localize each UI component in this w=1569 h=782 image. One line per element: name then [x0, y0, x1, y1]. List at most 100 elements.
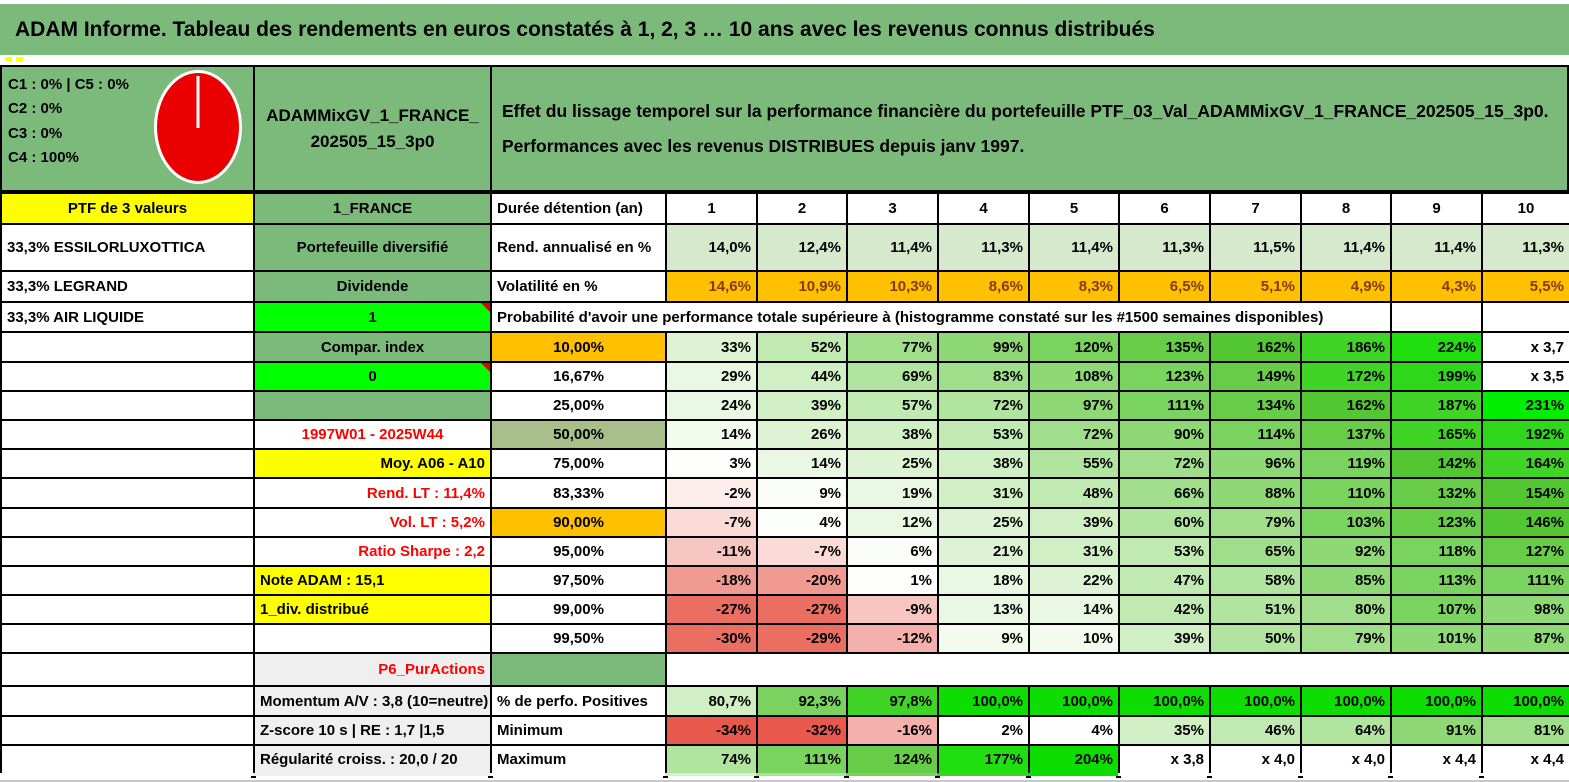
value-cell: 46% [1209, 715, 1302, 746]
value-cell: 119% [1300, 448, 1392, 479]
group-label-cell: 1 [253, 301, 492, 333]
group-label-cell: Note ADAM : 15,1 [253, 565, 492, 596]
table-row: 1_div. distribué 99,00% -27% -27% -9% 13% 14% 4… [0, 594, 1569, 625]
metric-label-cell: % de perfo. Positives [490, 685, 667, 717]
value-cell: 38% [937, 448, 1030, 479]
value-cell: 123% [1118, 361, 1211, 392]
value-cell: 57% [846, 390, 939, 421]
value-cell: 52% [756, 331, 848, 363]
value-cell: 192% [1481, 419, 1569, 450]
value-cell: 80% [1300, 594, 1392, 625]
value-cell: 31% [937, 477, 1030, 509]
value-cell: 8,3% [1028, 270, 1120, 303]
value-cell: 6,5% [1118, 270, 1211, 303]
group-label-cell: 0 [253, 361, 492, 392]
description-line-2: Performances avec les revenus DISTRIBUES… [502, 135, 1025, 156]
group-label-cell: 1_FRANCE [253, 192, 492, 225]
column-break-dash [1026, 776, 1031, 778]
value-cell: 65% [1209, 536, 1302, 567]
group-label-cell: Portefeuille diversifié [253, 223, 492, 272]
value-cell: 50% [1209, 623, 1302, 654]
allocation-line-3: C3 : 0% [8, 124, 63, 142]
allocation-line-2: C2 : 0% [8, 100, 63, 118]
value-cell: 99% [937, 331, 1030, 363]
spacer-cell [665, 652, 1569, 687]
value-cell: 154% [1481, 477, 1569, 509]
value-cell: 55% [1028, 448, 1120, 479]
cut-off-cell-fragment [490, 773, 665, 776]
value-cell: 11,3% [1481, 223, 1569, 272]
row-label-cell [0, 685, 255, 717]
value-cell: 4% [1028, 715, 1120, 746]
value-cell: 38% [846, 419, 939, 450]
group-label-cell: 1_div. distribué [253, 594, 492, 625]
value-cell: -27% [665, 594, 758, 625]
bottom-edge-line [0, 780, 1569, 782]
value-cell: 22% [1028, 565, 1120, 596]
value-cell: 10,3% [846, 270, 939, 303]
metric-label-cell: Rend. annualisé en % [490, 223, 667, 272]
value-cell: 81% [1481, 715, 1569, 746]
value-cell: 53% [937, 419, 1030, 450]
row-label-cell [0, 652, 255, 687]
value-cell: -32% [756, 715, 848, 746]
column-break-dash [1298, 776, 1303, 778]
value-cell: 92% [1300, 536, 1392, 567]
row-label-cell [0, 623, 255, 654]
period-cell: 1997W01 - 2025W44 [253, 419, 492, 450]
value-cell: 137% [1300, 419, 1392, 450]
value-cell: 72% [1118, 448, 1211, 479]
value-cell: 5,5% [1481, 270, 1569, 303]
quantile-cell: 83,33% [490, 477, 667, 509]
table-row: 33,3% AIR LIQUIDE 1 Probabilité d'avoir un… [0, 301, 1569, 333]
pie-slice-divider [196, 76, 200, 128]
value-cell: 124% [846, 744, 939, 775]
value-cell: x 3,5 [1481, 361, 1569, 392]
table-row: PTF de 3 valeurs 1_FRANCE Durée détention … [0, 192, 1569, 225]
value-cell: x 4,4 [1481, 744, 1569, 775]
table-row: Note ADAM : 15,1 97,50% -18% -20% 1% 18% 22% 47… [0, 565, 1569, 596]
value-cell: 3 [846, 192, 939, 225]
report-title-bar: ADAM Informe. Tableau des rendements en … [0, 4, 1569, 55]
value-cell: 64% [1300, 715, 1392, 746]
row-label-cell [0, 536, 255, 567]
value-cell: 149% [1209, 361, 1302, 392]
value-cell: 204% [1028, 744, 1120, 775]
portfolio-id-cell: ADAMMixGV_1_FRANCE_202505_15_3p0 [255, 67, 492, 190]
value-cell: x 4,4 [1390, 744, 1483, 775]
table-row: 33,3% ESSILORLUXOTTICA Portefeuille diver… [0, 223, 1569, 272]
value-cell: -34% [665, 715, 758, 746]
row-label-cell: 33,3% AIR LIQUIDE [0, 301, 255, 333]
table-row: Rend. LT : 11,4% 83,33% -2% 9% 19% 31% 48% 66% 8… [0, 477, 1569, 509]
value-cell: 2 [756, 192, 848, 225]
value-cell: 177% [937, 744, 1030, 775]
group-label-cell: P6_PurActions [253, 652, 492, 687]
value-cell: -7% [665, 507, 758, 538]
value-cell: 31% [1028, 536, 1120, 567]
cut-off-cell-fragment [665, 773, 756, 776]
value-cell: 91% [1390, 715, 1483, 746]
cut-off-cell-fragment [756, 773, 846, 776]
value-cell: 1% [846, 565, 939, 596]
value-cell: -30% [665, 623, 758, 654]
value-cell: 39% [756, 390, 848, 421]
cut-off-cell-fragment [1118, 773, 1569, 776]
value-cell: 66% [1118, 477, 1211, 509]
quantile-cell: 16,67% [490, 361, 667, 392]
value-cell: 29% [665, 361, 758, 392]
value-cell: 100,0% [1118, 685, 1211, 717]
value-cell: 164% [1481, 448, 1569, 479]
value-cell [1390, 301, 1483, 333]
value-cell: 9% [756, 477, 848, 509]
value-cell: 7 [1209, 192, 1302, 225]
value-cell: -20% [756, 565, 848, 596]
value-cell: 42% [1118, 594, 1211, 625]
value-cell: x 4,0 [1300, 744, 1392, 775]
value-cell: 35% [1118, 715, 1211, 746]
value-cell: 97% [1028, 390, 1120, 421]
group-label-cell: Moy. A06 - A10 [253, 448, 492, 479]
page-break-strip [0, 55, 1569, 65]
header-block: C1 : 0% | C5 : 0% C2 : 0% C3 : 0% C4 : 1… [0, 65, 1569, 192]
table-row: 0 16,67% 29% 44% 69% 83% 108% 123% 149% 172% 199% x… [0, 361, 1569, 392]
